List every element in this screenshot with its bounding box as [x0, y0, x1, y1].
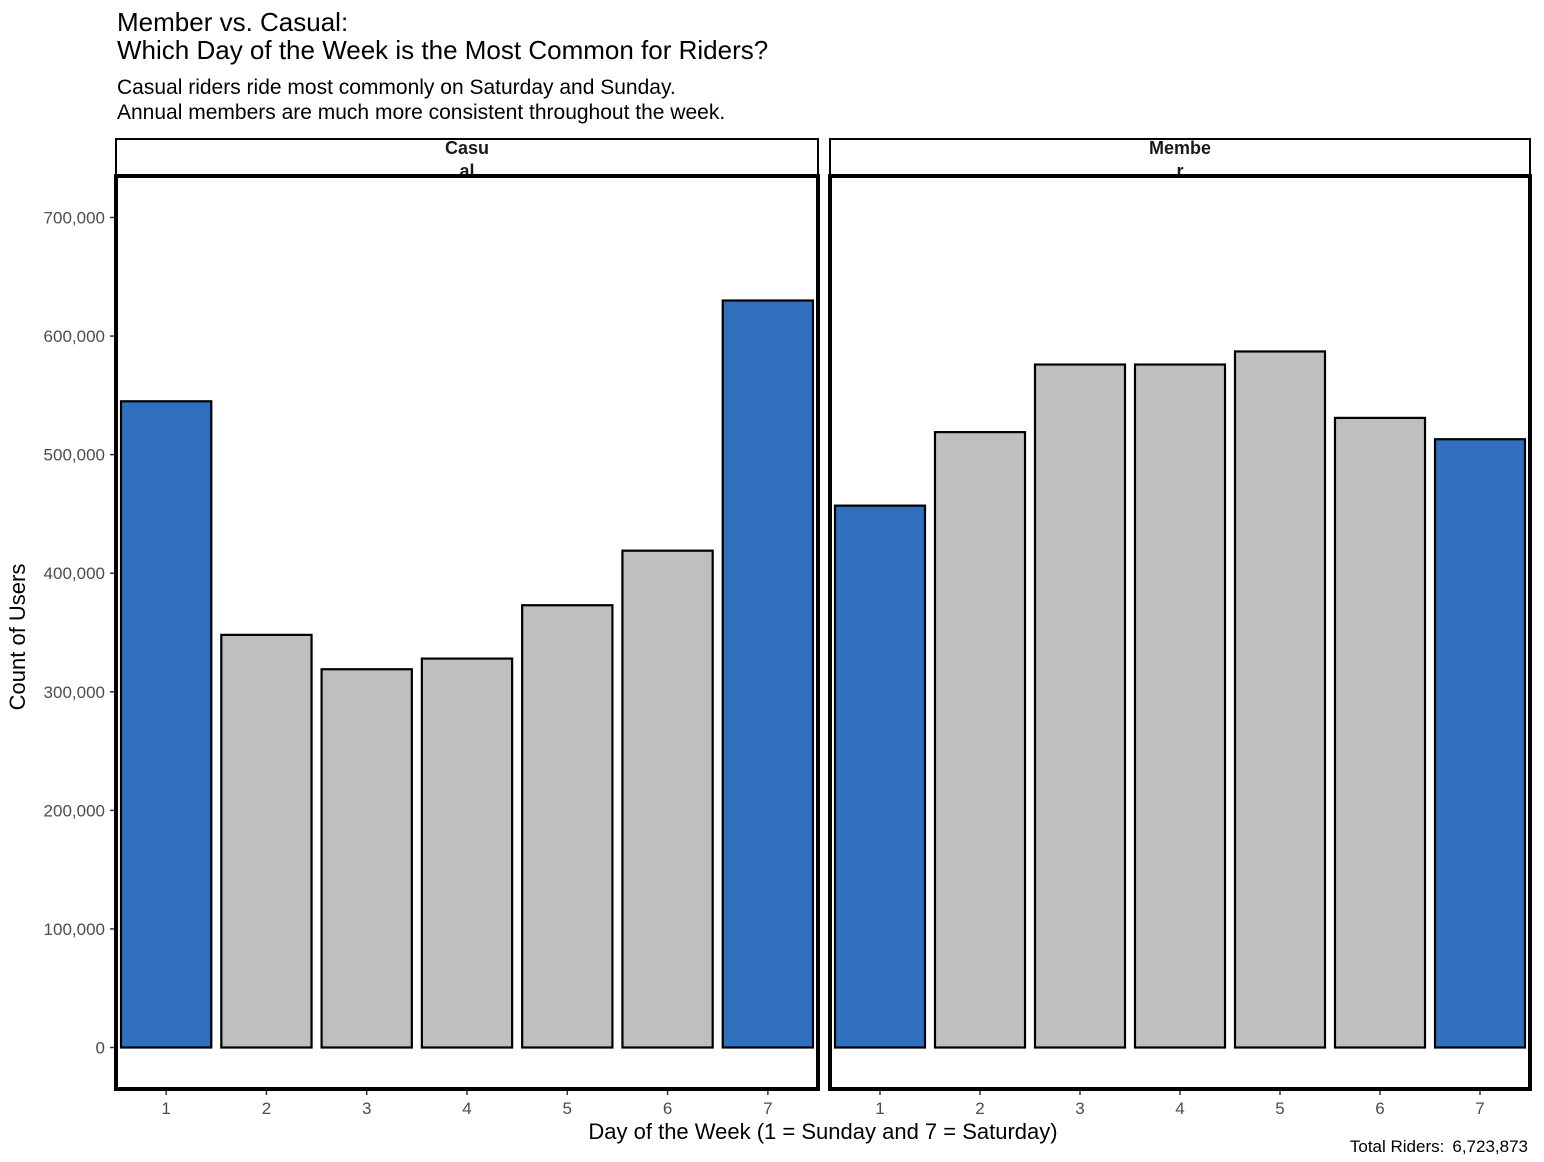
x-tick-label: 1 [875, 1099, 884, 1118]
facet-strip-label-wrap: r [1176, 161, 1183, 181]
x-tick-label: 7 [763, 1099, 772, 1118]
x-tick-label: 4 [462, 1099, 471, 1118]
total-riders-label: Total Riders: [1350, 1137, 1444, 1156]
facet-panels: Casu al 1 2 3 4 5 6 7 Membe r 1 2 3 4 5 6 7 [114, 138, 1532, 1118]
x-tick-label: 5 [1275, 1099, 1284, 1118]
chart-title-line-2: Which Day of the Week is the Most Common… [117, 35, 768, 65]
x-tick-label: 3 [362, 1099, 371, 1118]
facet-panel-2: Membe r 1 2 3 4 5 6 7 [828, 138, 1532, 1118]
x-tick-label: 2 [262, 1099, 271, 1118]
bar-member-day-6 [1333, 416, 1427, 1049]
y-tick-label: 600,000 [44, 327, 105, 346]
bar-casual-day-3 [320, 668, 413, 1049]
facet-strip [115, 138, 819, 177]
panel-border [114, 174, 820, 1091]
x-tick-label: 5 [563, 1099, 572, 1118]
bar-member-day-1 [833, 504, 927, 1049]
y-tick-label: 700,000 [44, 209, 105, 228]
y-axis-title: Count of Users [5, 564, 30, 711]
x-tick-label: 1 [161, 1099, 170, 1118]
bar-casual-day-1 [119, 400, 213, 1049]
chart-subtitle-line-2: Annual members are much more consistent … [117, 101, 725, 124]
y-tick-label: 300,000 [44, 683, 105, 702]
bar-member-day-2 [933, 431, 1027, 1049]
y-tick-label: 400,000 [44, 564, 105, 583]
y-tick-label: 500,000 [44, 446, 105, 465]
x-tick-label: 4 [1175, 1099, 1184, 1118]
chart-title-line-1: Member vs. Casual: [117, 7, 348, 37]
x-tick-label: 3 [1075, 1099, 1084, 1118]
y-tick-label: 0 [96, 1039, 105, 1058]
y-axis: 0 100,000 200,000 300,000 400,000 500,000 600,… [44, 209, 116, 1058]
facet-strip-label-wrap: al [459, 161, 474, 181]
x-tick-label: 6 [663, 1099, 672, 1118]
facet-strip [829, 138, 1531, 177]
total-riders-value: 6,723,873 [1452, 1137, 1528, 1156]
x-tick-label: 2 [975, 1099, 984, 1118]
chart-subtitle-line-1: Casual riders ride most commonly on Satu… [117, 76, 676, 99]
bar-member-day-5 [1233, 350, 1327, 1049]
bar-member-day-3 [1033, 363, 1127, 1049]
bar-casual-day-7 [721, 299, 815, 1049]
bar-casual-day-2 [220, 633, 313, 1049]
bar-casual-day-5 [521, 604, 614, 1049]
bar-member-day-4 [1133, 363, 1227, 1049]
bar-member-day-7 [1433, 438, 1527, 1049]
panel-border [828, 174, 1532, 1091]
y-tick-label: 200,000 [44, 801, 105, 820]
facet-strip-label: Casu [445, 138, 489, 158]
x-tick-label: 7 [1475, 1099, 1484, 1118]
bar-casual-day-4 [420, 657, 514, 1049]
bar-casual-day-6 [621, 549, 714, 1049]
total-riders-caption: Total Riders: 6,723,873 [1350, 1137, 1528, 1156]
y-tick-label: 100,000 [44, 920, 105, 939]
x-axis-title: Day of the Week (1 = Sunday and 7 = Satu… [588, 1119, 1057, 1144]
facet-panel-1: Casu al 1 2 3 4 5 6 7 [114, 138, 820, 1118]
facet-strip-label: Membe [1149, 138, 1211, 158]
x-tick-label: 6 [1375, 1099, 1384, 1118]
